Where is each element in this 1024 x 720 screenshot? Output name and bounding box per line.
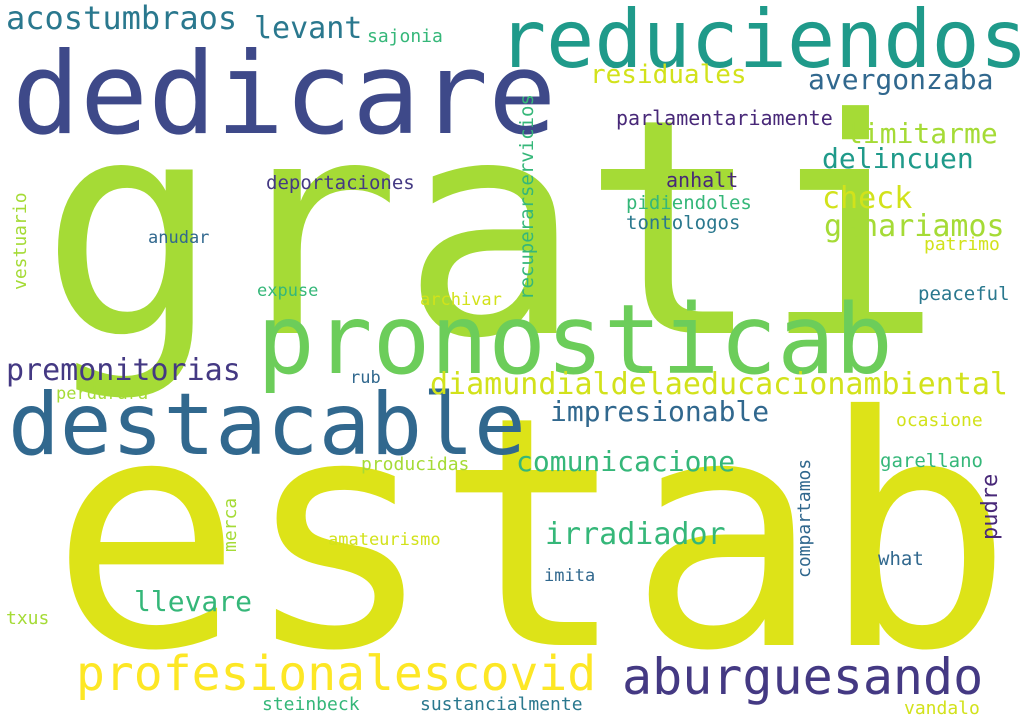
word-pidiendoles: pidiendoles [626, 192, 752, 214]
word-acostumbraos: acostumbraos [6, 0, 238, 37]
word-merca: merca [220, 497, 241, 552]
word-dedicare: dedicare [12, 28, 557, 160]
word-imita: imita [544, 566, 596, 586]
word-vestuario: vestuario [10, 192, 31, 290]
word-impresionable: impresionable [550, 395, 770, 428]
word-peaceful: peaceful [918, 283, 1010, 305]
word-rub: rub [350, 368, 381, 388]
word-vandalo: vandalo [904, 698, 980, 719]
word-levant: levant [254, 11, 363, 46]
word-txus: txus [6, 608, 50, 629]
word-compartamos: compartamos [794, 458, 815, 578]
word-what: what [878, 548, 924, 570]
word-premonitorias: premonitorias [6, 353, 241, 388]
word-producidas: producidas [361, 454, 470, 475]
word-ganariamos: ganariamos [824, 209, 1005, 244]
word-reduciendose: reduciendose [498, 0, 1024, 86]
word-check: check [822, 181, 913, 216]
word-llevare: llevare [134, 585, 253, 618]
word-expuse: expuse [257, 281, 319, 301]
word-amateurismo: amateurismo [328, 530, 441, 550]
word-anhalt: anhalt [666, 168, 739, 192]
word-limitarme: limitarme [846, 117, 998, 150]
word-pudre: pudre [978, 473, 1003, 540]
word-avergonzaba: avergonzaba [808, 63, 994, 96]
word-steinbeck: steinbeck [262, 694, 360, 715]
word-irradiador: irradiador [545, 517, 726, 552]
word-recuperarservicios: recuperarservicios [516, 94, 538, 300]
word-parlamentariamente: parlamentariamente [616, 106, 833, 130]
word-estab: estab [50, 349, 1014, 720]
word-perdurara: perdurara [56, 384, 149, 404]
word-anudar: anudar [148, 228, 210, 248]
word-destacable: destacable [8, 375, 526, 475]
word-comunicacione: comunicacione [516, 445, 736, 478]
word-aburguesando: aburguesando [622, 648, 984, 706]
word-profesionalescovid: profesionalescovid [76, 646, 597, 702]
word-grati: grati [40, 55, 944, 404]
word-patrimo: patrimo [924, 234, 1000, 255]
word-delincuen: delincuen [822, 142, 974, 175]
word-residuales: residuales [590, 60, 747, 90]
word-sustancialmente: sustancialmente [420, 694, 583, 715]
word-archivar: archivar [420, 290, 502, 310]
word-tontologos: tontologos [626, 212, 741, 234]
word-ocasione: ocasione [896, 410, 983, 431]
word-sajonia: sajonia [367, 26, 443, 47]
word-garellano: garellano [880, 450, 983, 472]
word-deportaciones: deportaciones [266, 172, 415, 194]
word-diamundial: diamundialdelaeducacionambiental [430, 367, 1008, 402]
word-pronosticab: pronosticab [257, 284, 893, 396]
